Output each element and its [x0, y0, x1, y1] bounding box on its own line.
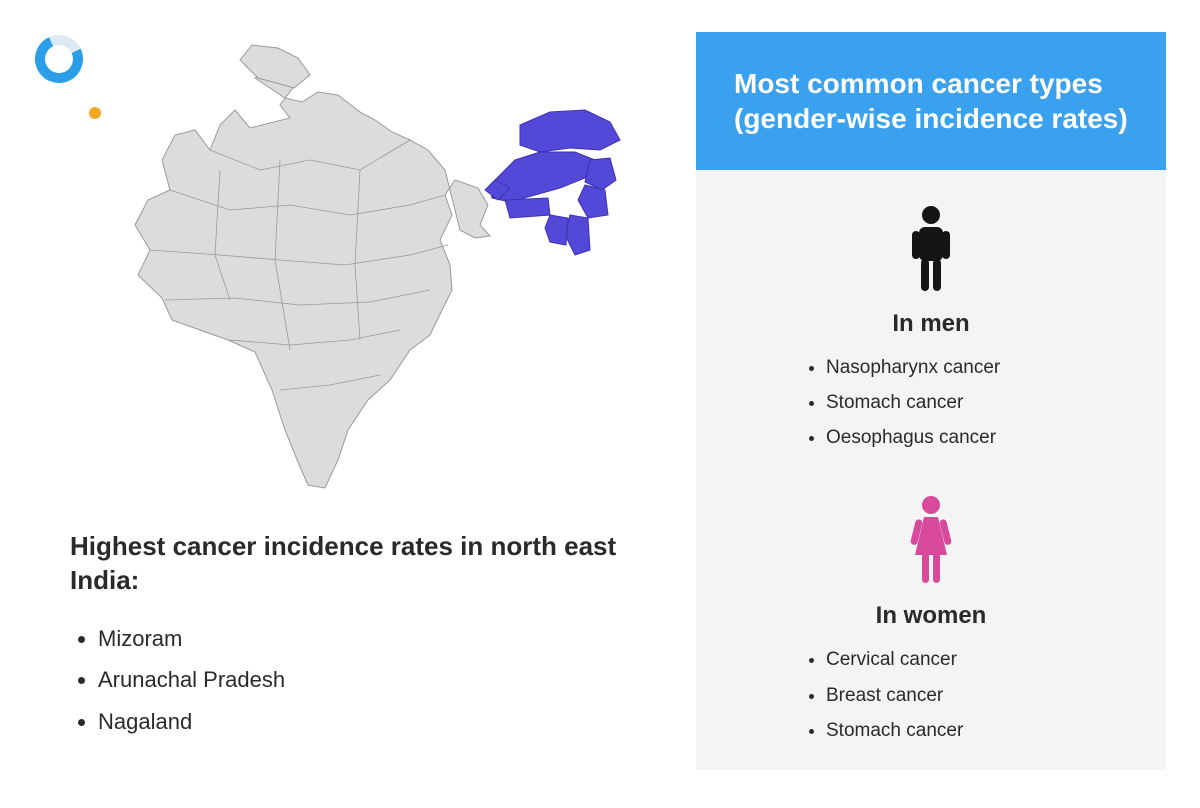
list-item: Oesophagus cancer [826, 420, 1106, 455]
men-block: In men Nasopharynx cancer Stomach cancer… [756, 205, 1106, 455]
women-label: In women [756, 602, 1106, 630]
list-item: Nagaland [98, 701, 640, 743]
list-item: Nasopharynx cancer [826, 350, 1106, 385]
left-text-block: Highest cancer incidence rates in north … [40, 530, 640, 743]
left-heading: Highest cancer incidence rates in north … [70, 530, 640, 598]
male-icon [908, 205, 954, 300]
india-base-shape [135, 45, 490, 488]
right-header: Most common cancer types (gender-wise in… [696, 32, 1166, 170]
right-body: In men Nasopharynx cancer Stomach cancer… [696, 170, 1166, 808]
list-item: Mizoram [98, 618, 640, 660]
list-item: Stomach cancer [826, 713, 1106, 748]
list-item: Cervical cancer [826, 642, 1106, 677]
women-cancer-list: Cervical cancer Breast cancer Stomach ca… [756, 642, 1106, 747]
list-item: Arunachal Pradesh [98, 659, 640, 701]
india-map [80, 40, 640, 500]
female-icon [907, 495, 955, 592]
men-cancer-list: Nasopharynx cancer Stomach cancer Oesoph… [756, 350, 1106, 455]
states-list: Mizoram Arunachal Pradesh Nagaland [70, 618, 640, 743]
women-block: In women Cervical cancer Breast cancer S… [756, 495, 1106, 747]
right-header-title: Most common cancer types (gender-wise in… [734, 66, 1128, 136]
list-item: Stomach cancer [826, 385, 1106, 420]
northeast-highlight [485, 110, 620, 255]
men-label: In men [756, 310, 1106, 338]
left-panel: Highest cancer incidence rates in north … [40, 30, 640, 743]
right-panel: Most common cancer types (gender-wise in… [696, 32, 1166, 770]
list-item: Breast cancer [826, 678, 1106, 713]
